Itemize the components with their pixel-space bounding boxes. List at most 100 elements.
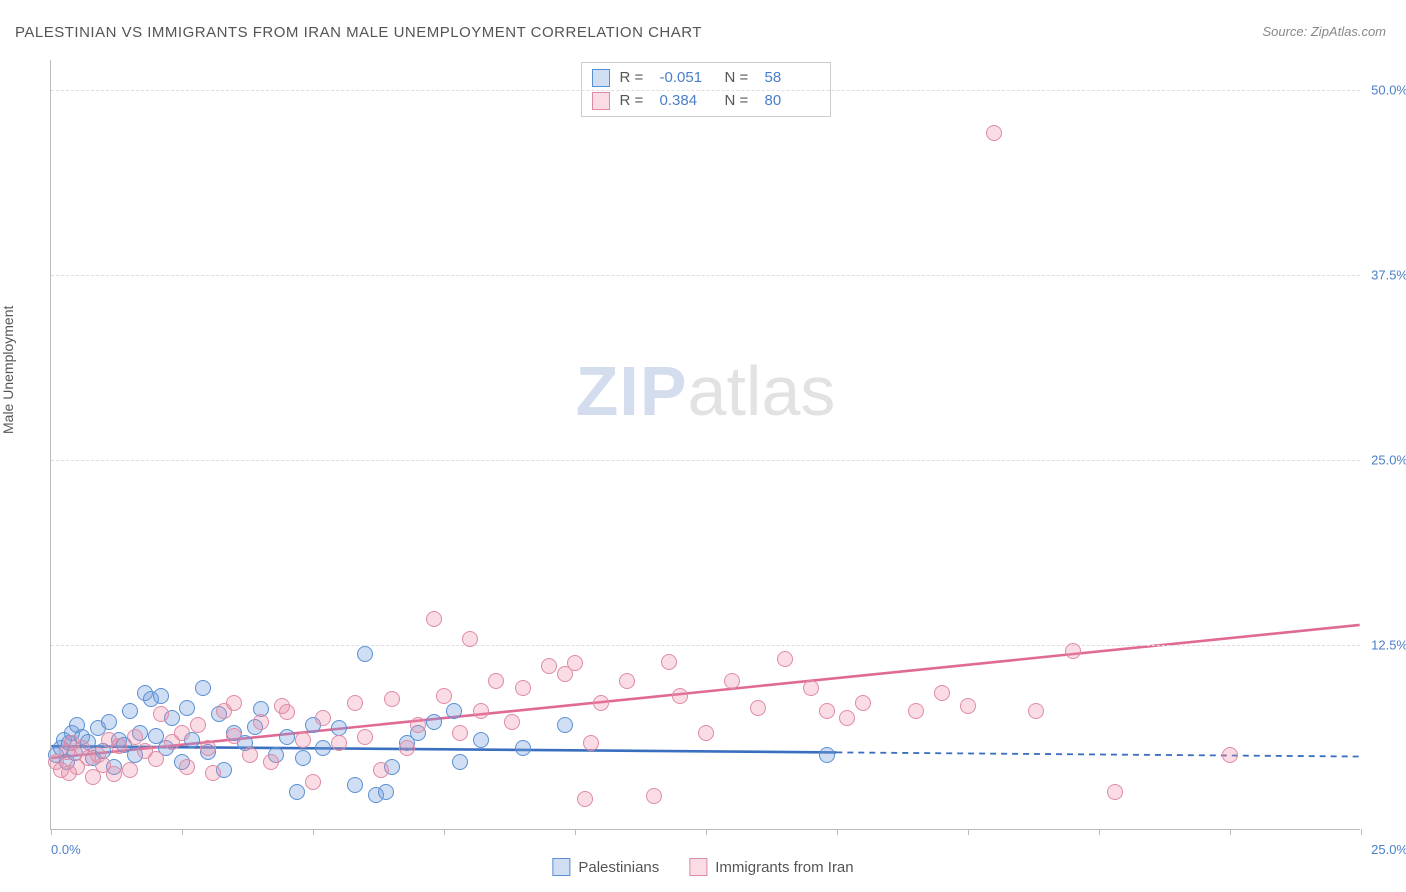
scatter-point	[253, 714, 269, 730]
scatter-point	[279, 729, 295, 745]
x-tick	[313, 829, 314, 835]
scatter-point	[226, 695, 242, 711]
r-label: R =	[620, 67, 650, 90]
x-tick	[968, 829, 969, 835]
x-tick	[1361, 829, 1362, 835]
scatter-point	[373, 762, 389, 778]
scatter-point	[515, 740, 531, 756]
y-tick-label: 50.0%	[1364, 82, 1406, 97]
stats-swatch-icon	[592, 69, 610, 87]
scatter-point	[777, 651, 793, 667]
scatter-point	[1222, 747, 1238, 763]
scatter-point	[986, 125, 1002, 141]
scatter-point	[488, 673, 504, 689]
scatter-point	[1065, 643, 1081, 659]
scatter-point	[593, 695, 609, 711]
scatter-point	[153, 706, 169, 722]
n-label: N =	[725, 90, 755, 113]
scatter-point	[289, 784, 305, 800]
x-tick	[51, 829, 52, 835]
x-tick	[837, 829, 838, 835]
scatter-point	[473, 732, 489, 748]
scatter-point	[672, 688, 688, 704]
chart-title: PALESTINIAN VS IMMIGRANTS FROM IRAN MALE…	[15, 24, 702, 41]
r-label: R =	[620, 90, 650, 113]
scatter-point	[295, 750, 311, 766]
scatter-point	[750, 700, 766, 716]
stats-swatch-icon	[592, 92, 610, 110]
scatter-point	[504, 714, 520, 730]
scatter-point	[819, 703, 835, 719]
scatter-point	[263, 754, 279, 770]
scatter-point	[399, 740, 415, 756]
scatter-point	[436, 688, 452, 704]
scatter-point	[179, 759, 195, 775]
scatter-point	[646, 788, 662, 804]
n-value: 80	[765, 90, 820, 113]
scatter-point	[106, 766, 122, 782]
scatter-point	[960, 698, 976, 714]
x-tick	[444, 829, 445, 835]
scatter-point	[195, 680, 211, 696]
y-tick-label: 37.5%	[1364, 267, 1406, 282]
scatter-point	[122, 762, 138, 778]
scatter-point	[200, 740, 216, 756]
scatter-point	[347, 695, 363, 711]
scatter-point	[410, 717, 426, 733]
scatter-point	[101, 714, 117, 730]
scatter-point	[452, 725, 468, 741]
x-tick	[575, 829, 576, 835]
y-tick-label: 25.0%	[1364, 452, 1406, 467]
scatter-point	[315, 740, 331, 756]
scatter-point	[347, 777, 363, 793]
scatter-point	[426, 714, 442, 730]
scatter-point	[122, 703, 138, 719]
legend-item-immigrants-iran: Immigrants from Iran	[689, 858, 853, 876]
scatter-point	[279, 704, 295, 720]
scatter-point	[226, 728, 242, 744]
scatter-point	[179, 700, 195, 716]
scatter-point	[839, 710, 855, 726]
bottom-legend: Palestinians Immigrants from Iran	[552, 858, 853, 876]
legend-swatch-icon	[552, 858, 570, 876]
r-value: -0.051	[660, 67, 715, 90]
scatter-point	[426, 611, 442, 627]
scatter-point	[357, 729, 373, 745]
gridline	[51, 460, 1360, 461]
legend-item-palestinians: Palestinians	[552, 858, 659, 876]
scatter-point	[567, 655, 583, 671]
scatter-point	[205, 765, 221, 781]
gridline	[51, 645, 1360, 646]
y-tick-label: 12.5%	[1364, 637, 1406, 652]
n-label: N =	[725, 67, 755, 90]
scatter-point	[583, 735, 599, 751]
plot-area: ZIPatlas R =-0.051N =58R =0.384N =80 0.0…	[50, 60, 1360, 830]
r-value: 0.384	[660, 90, 715, 113]
scatter-point	[305, 774, 321, 790]
gridline	[51, 90, 1360, 91]
scatter-point	[473, 703, 489, 719]
scatter-point	[908, 703, 924, 719]
scatter-point	[242, 747, 258, 763]
scatter-point	[557, 717, 573, 733]
trend-lines	[51, 60, 1360, 829]
scatter-point	[1107, 784, 1123, 800]
scatter-point	[819, 747, 835, 763]
source-attribution: Source: ZipAtlas.com	[1262, 24, 1386, 39]
stats-row: R =-0.051N =58	[592, 67, 820, 90]
scatter-point	[803, 680, 819, 696]
x-tick	[706, 829, 707, 835]
scatter-point	[698, 725, 714, 741]
scatter-point	[462, 631, 478, 647]
gridline	[51, 275, 1360, 276]
scatter-point	[331, 720, 347, 736]
scatter-point	[331, 735, 347, 751]
scatter-point	[515, 680, 531, 696]
x-tick	[1230, 829, 1231, 835]
x-axis-min-label: 0.0%	[51, 842, 81, 857]
scatter-point	[153, 688, 169, 704]
scatter-point	[661, 654, 677, 670]
scatter-point	[174, 725, 190, 741]
scatter-point	[315, 710, 331, 726]
x-tick	[1099, 829, 1100, 835]
